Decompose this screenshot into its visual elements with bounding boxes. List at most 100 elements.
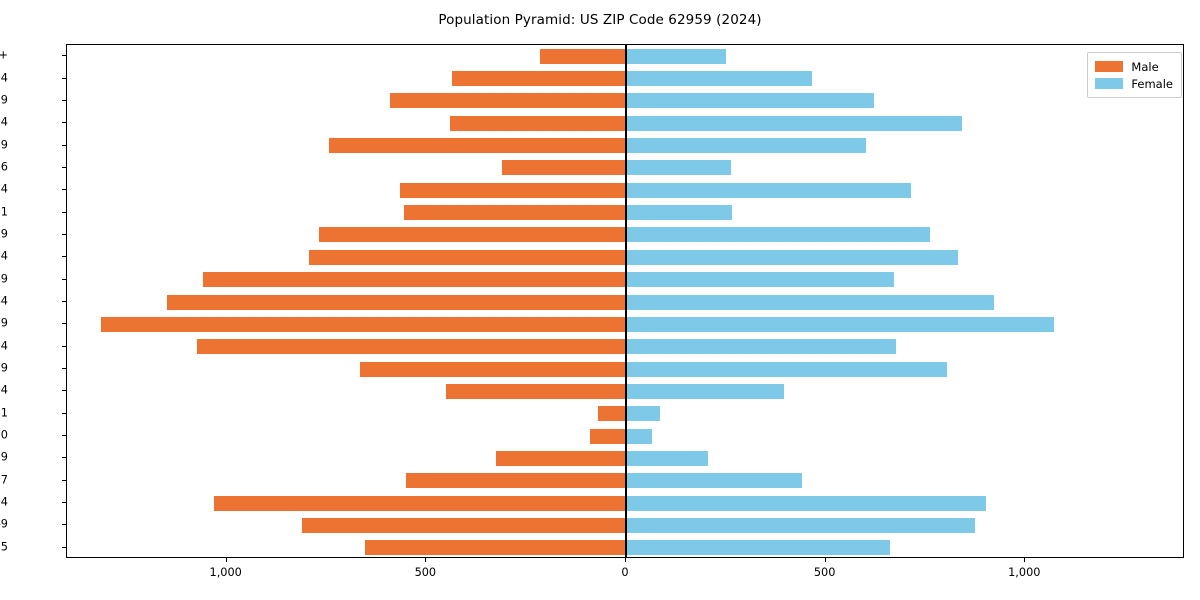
y-tick-label: Under 5 <box>0 540 8 554</box>
y-tick-label: 21 <box>0 406 8 420</box>
bar-female-50-54 <box>626 249 959 265</box>
y-tick-label: 85+ <box>0 48 8 62</box>
y-tick-mark <box>62 524 66 526</box>
y-tick-mark <box>62 479 66 481</box>
y-tick-label: 60-61 <box>0 205 8 219</box>
bar-female-25-29 <box>626 361 948 377</box>
legend-swatch-icon <box>1095 78 1124 89</box>
bars-layer <box>67 45 1183 557</box>
y-tick-mark <box>62 55 66 57</box>
x-tick-mark <box>824 558 826 562</box>
bar-female-65-66 <box>626 160 731 176</box>
bar-male-18-19 <box>496 450 626 466</box>
y-tick-label: 25-29 <box>0 361 8 375</box>
plot-area <box>66 44 1184 558</box>
y-tick-label: 75-79 <box>0 93 8 107</box>
y-tick-mark <box>62 122 66 124</box>
y-tick-mark <box>62 412 66 414</box>
y-tick-label: 50-54 <box>0 249 8 263</box>
y-tick-mark <box>62 99 66 101</box>
bar-female-10-14 <box>626 495 987 511</box>
y-tick-mark <box>62 435 66 437</box>
page-title: Population Pyramid: US ZIP Code 62959 (2… <box>438 12 762 28</box>
x-tick-mark <box>625 558 626 562</box>
bar-male-35-39 <box>100 316 626 332</box>
y-tick-label: 20 <box>0 428 8 442</box>
y-tick-mark <box>62 278 66 280</box>
bar-male-80-84 <box>452 71 626 87</box>
bar-female-35-39 <box>626 316 1055 332</box>
bar-male-62-64 <box>400 182 626 198</box>
y-tick-mark <box>62 323 66 325</box>
bar-female-15-17 <box>626 473 802 489</box>
y-tick-mark <box>62 457 66 459</box>
y-tick-label: 22-24 <box>0 383 8 397</box>
y-tick-mark <box>62 502 66 504</box>
bar-female-60-61 <box>626 205 732 221</box>
y-tick-mark <box>62 144 66 146</box>
bar-female-45-49 <box>626 272 895 288</box>
legend-item-male[interactable]: Male <box>1095 58 1173 75</box>
y-tick-mark <box>62 546 66 548</box>
x-tick-mark <box>225 558 227 562</box>
bar-female-80-84 <box>626 71 812 87</box>
y-tick-label: 62-64 <box>0 182 8 196</box>
y-tick-mark <box>62 390 66 392</box>
y-tick-label: 18-19 <box>0 450 8 464</box>
y-tick-label: 80-84 <box>0 71 8 85</box>
legend: Male Female <box>1087 52 1182 98</box>
bar-male-85- <box>540 48 626 64</box>
bar-male-55-59 <box>318 227 626 243</box>
y-tick-label: 10-14 <box>0 495 8 509</box>
x-tick-label: 500 <box>813 566 836 579</box>
x-tick-label: 500 <box>414 566 437 579</box>
bar-male-15-17 <box>406 473 626 489</box>
bar-male-10-14 <box>213 495 626 511</box>
bar-female-85- <box>626 48 726 64</box>
bar-male-22-24 <box>446 383 626 399</box>
y-tick-mark <box>62 233 66 235</box>
bar-male-45-49 <box>202 272 626 288</box>
x-tick-label: 1,000 <box>209 566 242 579</box>
bar-female-under-5 <box>626 540 890 556</box>
bar-male-60-61 <box>404 205 626 221</box>
y-tick-mark <box>62 166 66 168</box>
y-tick-mark <box>62 211 66 213</box>
y-tick-label: 30-34 <box>0 339 8 353</box>
y-tick-label: 55-59 <box>0 227 8 241</box>
zero-axis-line <box>625 45 627 557</box>
bar-male-5-9 <box>301 517 626 533</box>
y-tick-label: 5-9 <box>0 517 8 531</box>
bar-female-40-44 <box>626 294 995 310</box>
y-tick-mark <box>62 368 66 370</box>
bar-female-75-79 <box>626 93 874 109</box>
y-tick-label: 35-39 <box>0 316 8 330</box>
y-tick-label: 45-49 <box>0 272 8 286</box>
bar-male-70-74 <box>450 115 626 131</box>
bar-male-65-66 <box>502 160 626 176</box>
bar-female-20 <box>626 428 653 444</box>
bar-female-5-9 <box>626 517 975 533</box>
bar-female-21 <box>626 406 660 422</box>
bar-male-25-29 <box>360 361 626 377</box>
bar-male-50-54 <box>308 249 626 265</box>
y-tick-mark <box>62 256 66 258</box>
x-tick-label: 1,000 <box>1008 566 1041 579</box>
y-tick-label: 67-69 <box>0 138 8 152</box>
bar-male-20 <box>590 428 626 444</box>
y-tick-mark <box>62 301 66 302</box>
x-tick-label: 0 <box>621 566 629 579</box>
legend-label: Male <box>1131 59 1159 74</box>
bar-female-30-34 <box>626 339 896 355</box>
y-tick-label: 70-74 <box>0 115 8 129</box>
legend-swatch-icon <box>1095 61 1124 72</box>
y-tick-label: 40-44 <box>0 294 8 308</box>
y-tick-mark <box>62 189 66 191</box>
legend-item-female[interactable]: Female <box>1095 75 1173 92</box>
bar-male-67-69 <box>328 138 626 154</box>
bar-female-70-74 <box>626 115 963 131</box>
y-tick-label: 65-66 <box>0 160 8 174</box>
bar-female-62-64 <box>626 182 912 198</box>
y-tick-label: 15-17 <box>0 473 8 487</box>
